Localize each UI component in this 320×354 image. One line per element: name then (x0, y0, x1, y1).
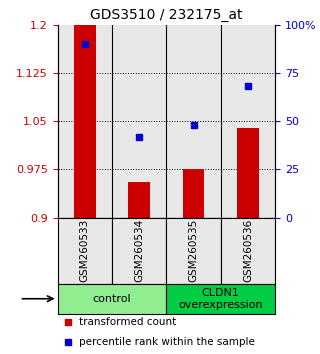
Text: percentile rank within the sample: percentile rank within the sample (79, 337, 255, 347)
FancyBboxPatch shape (166, 284, 275, 314)
Text: GSM260536: GSM260536 (243, 219, 253, 282)
FancyBboxPatch shape (166, 217, 221, 284)
FancyBboxPatch shape (112, 217, 166, 284)
Text: GSM260533: GSM260533 (80, 219, 90, 282)
Text: GSM260535: GSM260535 (188, 219, 199, 282)
FancyBboxPatch shape (58, 217, 112, 284)
Text: CLDN1
overexpression: CLDN1 overexpression (179, 288, 263, 309)
Bar (128, 182, 150, 217)
Title: GDS3510 / 232175_at: GDS3510 / 232175_at (90, 8, 243, 22)
FancyBboxPatch shape (221, 217, 275, 284)
Text: control: control (93, 294, 131, 304)
Text: transformed count: transformed count (79, 317, 177, 327)
Bar (237, 127, 259, 217)
Bar (183, 169, 204, 217)
Bar (74, 25, 96, 217)
FancyBboxPatch shape (58, 284, 166, 314)
Text: GSM260534: GSM260534 (134, 219, 144, 282)
